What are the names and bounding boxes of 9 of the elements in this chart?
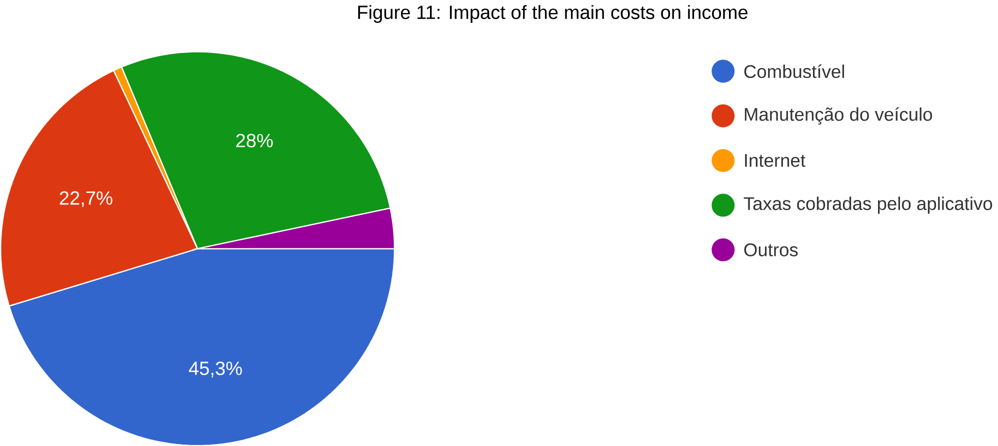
chart-title: Figure 11: Impact of the main costs on income xyxy=(358,4,748,23)
data-label: 28% xyxy=(236,134,273,148)
legend-label: Internet xyxy=(745,154,806,167)
data-label: 22,7% xyxy=(60,191,112,207)
legend-label: Manutenção do veículo xyxy=(744,107,932,124)
legend-label: Taxas cobradas pelo aplicativo xyxy=(744,196,992,214)
legend-label: Combustível xyxy=(744,64,844,78)
data-label: 45,3% xyxy=(188,361,242,378)
legend-label: Outros xyxy=(744,243,798,256)
